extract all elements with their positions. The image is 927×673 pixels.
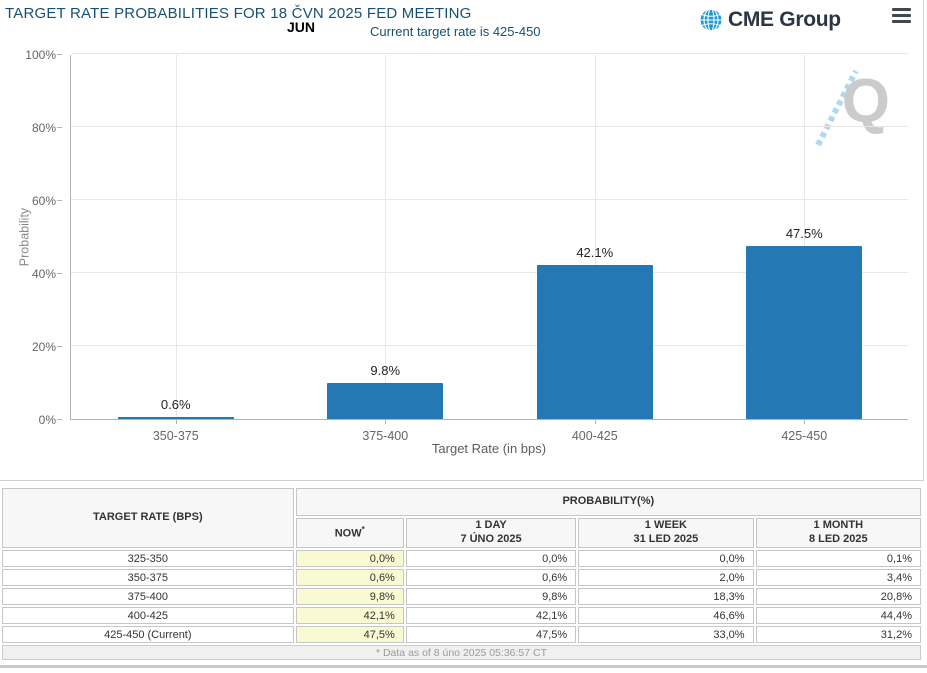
cell-probability: 0,6% (405, 569, 577, 586)
y-tick-label: 20% (31, 340, 56, 354)
h-gridline (71, 272, 908, 273)
bottom-divider-bar (0, 665, 927, 668)
y-axis-labels: 0% 20% 40% 60% 80% 100% (0, 48, 62, 427)
v-gridline (804, 55, 806, 419)
y-tick-mark (57, 346, 62, 347)
cell-probability: 18,3% (578, 588, 754, 605)
cell-probability-now: 0,0% (295, 550, 404, 567)
fedwatch-chart-panel: TARGET RATE PROBABILITIES FOR 18 ČVN 202… (0, 0, 924, 481)
y-tick-label: 80% (31, 121, 56, 135)
table-row: 350-375 0,6% 0,6% 2,0% 3,4% (2, 569, 921, 586)
x-tick-mark (385, 419, 387, 424)
table-subheader-row: NOW* 1 DAY 7 ÚNO 2025 1 WEEK 31 LED 2025 1 MO… (2, 518, 921, 548)
y-tick-mark (57, 54, 62, 55)
hamburger-menu-icon[interactable] (892, 8, 911, 26)
table-column-header-now: NOW* (295, 518, 404, 548)
y-tick-label: 0% (38, 413, 56, 427)
table-header-probability-group: PROBABILITY(%) (295, 488, 921, 516)
cell-probability: 44,4% (755, 607, 921, 624)
cell-probability-now: 9,8% (295, 588, 404, 605)
bar-slot: 9.8% 375-400 (281, 55, 491, 443)
y-tick-label: 60% (31, 194, 56, 208)
cme-group-logo[interactable]: CME Group (699, 8, 841, 32)
h-gridline (71, 199, 908, 200)
cell-target-rate: 425-450 (Current) (2, 626, 294, 643)
x-category-label: 350-375 (152, 429, 199, 443)
cell-probability: 3,4% (755, 569, 921, 586)
cell-target-rate: 400-425 (2, 607, 294, 624)
cell-probability-now: 42,1% (295, 607, 404, 624)
y-tick-mark (57, 419, 62, 420)
v-gridline (594, 55, 596, 419)
cell-probability: 46,6% (578, 607, 754, 624)
cell-probability: 42,1% (405, 607, 577, 624)
cell-probability: 0,1% (755, 550, 921, 567)
x-category-label: 375-400 (362, 429, 409, 443)
x-tick-mark (175, 419, 177, 424)
current-target-rate-subtitle: Current target rate is 425-450 (370, 24, 541, 39)
probability-bar-350-375[interactable] (117, 416, 234, 419)
cell-probability: 0,0% (578, 550, 754, 567)
x-axis-title: Target Rate (in bps) (431, 441, 547, 456)
table-row: 325-350 0,0% 0,0% 0,0% 0,1% (2, 550, 921, 567)
y-tick-label: 100% (25, 48, 56, 62)
cell-probability: 0,0% (405, 550, 577, 567)
h-gridline (71, 126, 908, 127)
v-gridline (175, 55, 177, 419)
table-header-target-rate: TARGET RATE (BPS) (2, 488, 294, 548)
table-column-header-1-week: 1 WEEK 31 LED 2025 (578, 518, 754, 548)
h-gridline (71, 345, 908, 346)
cell-probability: 2,0% (578, 569, 754, 586)
cell-probability: 9,8% (405, 588, 577, 605)
x-tick-mark (804, 419, 806, 424)
cell-probability-now: 47,5% (295, 626, 404, 643)
cell-target-rate: 375-400 (2, 588, 294, 605)
x-category-label: 425-450 (781, 429, 828, 443)
y-tick-label: 40% (31, 267, 56, 281)
bar-value-label: 9.8% (370, 363, 401, 379)
bar-slot: 42.1% 400-425 (490, 55, 700, 443)
probability-bar-400-425[interactable] (536, 265, 653, 419)
bar-value-label: 0.6% (160, 396, 191, 412)
bar-value-label: 47.5% (785, 225, 823, 241)
table-row: 425-450 (Current) 47,5% 47,5% 33,0% 31,2% (2, 626, 921, 643)
meeting-month-label: JUN (287, 19, 316, 35)
cell-probability: 33,0% (578, 626, 754, 643)
table-body: 325-350 0,0% 0,0% 0,0% 0,1% 350-375 0,6% 0,6% 2,… (2, 550, 921, 643)
plot-area: Q 0.6% 350-375 9.8% 375-400 42.1% 400-425 47.5… (70, 53, 910, 443)
bar-slot: 0.6% 350-375 (71, 55, 281, 443)
y-tick-mark (57, 200, 62, 201)
h-gridline (71, 53, 908, 54)
globe-icon (699, 8, 723, 32)
table-column-header-1-day: 1 DAY 7 ÚNO 2025 (405, 518, 577, 548)
cell-probability: 47,5% (405, 626, 577, 643)
cell-probability: 20,8% (755, 588, 921, 605)
logo-wordmark: CME Group (728, 8, 841, 31)
x-category-label: 400-425 (571, 429, 618, 443)
y-tick-mark (57, 127, 62, 128)
cell-target-rate: 325-350 (2, 550, 294, 567)
cell-target-rate: 350-375 (2, 569, 294, 586)
bar-value-label: 42.1% (576, 245, 614, 261)
probability-table: TARGET RATE (BPS) PROBABILITY(%) NOW* 1 D… (0, 486, 923, 662)
cell-probability-now: 0,6% (295, 569, 404, 586)
data-asof-footnote: * Data as of 8 úno 2025 05:36:57 CT (2, 645, 921, 660)
table-row: 375-400 9,8% 9,8% 18,3% 20,8% (2, 588, 921, 605)
y-tick-mark (57, 273, 62, 274)
probability-bar-425-450[interactable] (746, 245, 863, 419)
cell-probability: 31,2% (755, 626, 921, 643)
v-gridline (385, 55, 387, 419)
probability-bar-375-400[interactable] (327, 383, 444, 419)
bar-slot: 47.5% 425-450 (700, 55, 910, 443)
table-column-header-1-month: 1 MONTH 8 LED 2025 (755, 518, 921, 548)
x-tick-mark (594, 419, 596, 424)
table-row: 400-425 42,1% 42,1% 46,6% 44,4% (2, 607, 921, 624)
page-title: TARGET RATE PROBABILITIES FOR 18 ČVN 202… (5, 5, 472, 22)
